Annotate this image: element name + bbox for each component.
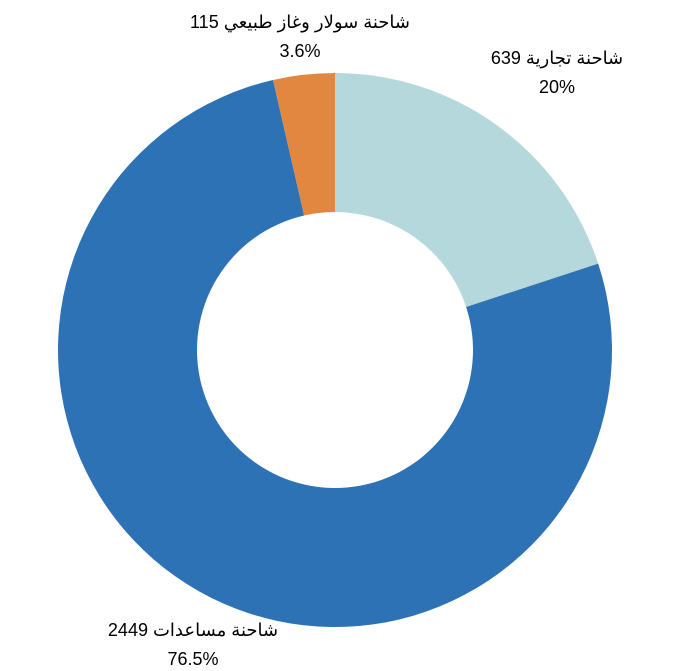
data-label-text: شاحنة تجارية 639 (490, 48, 624, 68)
donut-slice-1 (57, 80, 612, 627)
data-label-solar-gas-truck: شاحنة سولار وغاز طبيعي 115 3.6% (190, 8, 410, 66)
data-label-text: شاحنة سولار وغاز طبيعي 115 (190, 12, 410, 32)
data-label-percent: 20% (538, 77, 576, 97)
donut-slice-0 (335, 73, 599, 307)
data-label-commercial-truck: شاحنة تجارية 639 20% (491, 44, 623, 102)
data-label-aid-truck: شاحنة مساعدات 2449 76.5% (108, 616, 278, 671)
donut-slice-2 (273, 73, 335, 216)
data-label-text: شاحنة مساعدات 2449 (107, 620, 279, 640)
data-label-percent: 3.6% (279, 41, 321, 61)
data-label-percent: 76.5% (167, 649, 219, 669)
